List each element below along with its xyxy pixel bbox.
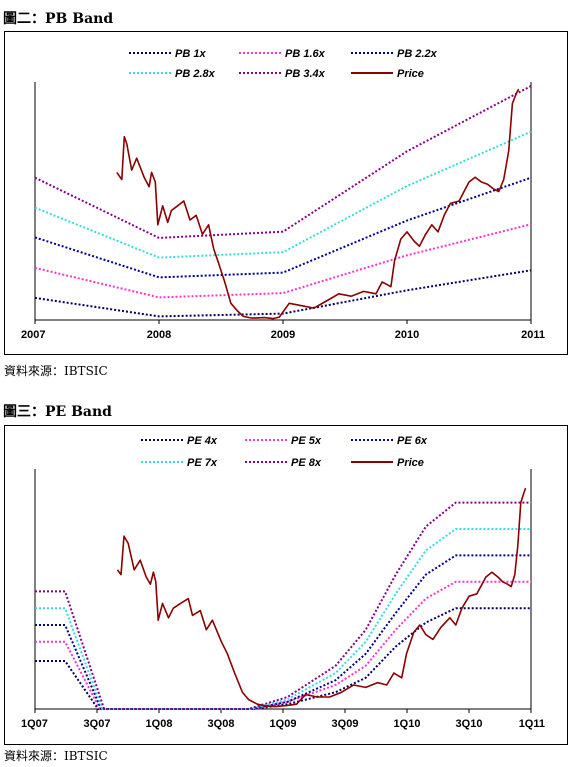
series-line-pe-5x <box>35 580 531 710</box>
series-line-pe-8x <box>35 501 531 710</box>
series-line-pb-2-2x <box>34 176 532 279</box>
x-tick-label: 3Q10 <box>456 718 483 730</box>
x-tick-label: 2009 <box>271 329 295 341</box>
series-line-pb-2-8x <box>34 130 532 259</box>
legend-label-pe-5x: PE 5x <box>291 435 322 447</box>
x-tick-label: 2010 <box>395 329 419 341</box>
legend-label-pe-6x: PE 6x <box>397 435 428 447</box>
legend-label-pb-2-8x: PB 2.8x <box>175 68 216 80</box>
x-tick-label: 2007 <box>21 329 45 341</box>
legend-label-pe-8x: PE 8x <box>291 457 322 469</box>
legend-label-pe-4x: PE 4x <box>187 435 218 447</box>
pe-band-source: 資料來源：IBTSIC <box>4 749 108 763</box>
x-tick-label: 3Q09 <box>332 718 359 730</box>
pe-band-title: 圖三：PE Band <box>3 404 112 420</box>
pe-band-chart-frame: 1Q07 3Q07 1Q08 3Q08 1Q09 3Q09 1Q10 3Q10 1Q11 PE 4… <box>4 425 568 745</box>
x-tick-label: 3Q07 <box>84 718 111 730</box>
legend-label-pb-2-2x: PB 2.2x <box>397 48 438 60</box>
x-tick-label: 1Q09 <box>270 718 297 730</box>
x-tick-label: 2011 <box>521 329 545 341</box>
series-line-pe-7x <box>35 528 531 710</box>
legend-label-price: Price <box>397 68 424 80</box>
series-line-price <box>116 487 527 708</box>
legend-label-pe-7x: PE 7x <box>187 457 218 469</box>
series-line-pe-6x <box>35 554 531 710</box>
x-tick-label: 1Q11 <box>519 718 545 730</box>
legend-label-pb-3-4x: PB 3.4x <box>285 68 326 80</box>
pb-band-chart-frame: 2007 2008 2009 2010 2011 PB 1x PB 1.6x PB 2.2x P… <box>4 31 568 355</box>
legend-label-price: Price <box>397 457 424 469</box>
series-line-pe-4x <box>35 607 531 710</box>
series-line-pb-1-6x <box>34 223 532 299</box>
x-tick-label: 2008 <box>147 329 171 341</box>
legend-label-pb-1x: PB 1x <box>175 48 206 60</box>
x-tick-label: 1Q10 <box>394 718 421 730</box>
series-line-pb-3-4x <box>34 85 532 239</box>
pb-band-source: 資料來源：IBTSIC <box>4 364 108 378</box>
x-tick-label: 3Q08 <box>208 718 235 730</box>
pe-band-chart: 1Q07 3Q07 1Q08 3Q08 1Q09 3Q09 1Q10 3Q10 1Q11 PE 4… <box>21 435 545 730</box>
x-tick-label: 1Q07 <box>21 718 48 730</box>
legend-label-pb-1-6x: PB 1.6x <box>285 48 326 60</box>
pb-band-title: 圖二：PB Band <box>3 11 114 27</box>
series-line-price <box>116 88 520 320</box>
x-tick-label: 1Q08 <box>146 718 173 730</box>
series-line-pb-1x <box>34 269 532 318</box>
pb-band-chart: 2007 2008 2009 2010 2011 PB 1x PB 1.6x PB 2.2x P… <box>21 48 545 341</box>
